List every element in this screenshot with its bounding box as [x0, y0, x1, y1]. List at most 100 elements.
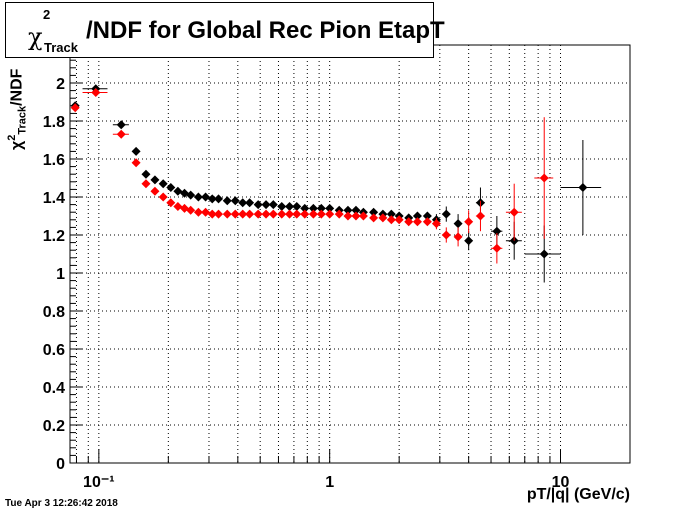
data-point: [351, 205, 361, 215]
data-point: [316, 203, 326, 213]
data-point: [441, 209, 451, 219]
title-chi-subscript: Track: [44, 40, 78, 55]
data-point: [261, 209, 271, 219]
data-point: [334, 209, 344, 219]
chart-title: /NDF for Global Rec Pion EtapT: [86, 17, 445, 44]
data-point: [201, 207, 211, 217]
data-point: [131, 146, 141, 156]
data-point: [285, 202, 295, 211]
data-point: [201, 192, 211, 202]
data-point: [253, 200, 263, 210]
data-point: [173, 202, 183, 211]
data-point: [404, 217, 414, 227]
data-point: [539, 249, 549, 259]
y-tick-label: 0.4: [43, 380, 65, 397]
data-point: [539, 173, 549, 183]
chart-title-box: χ 2 Track /NDF for Global Rec Pion EtapT: [5, 2, 445, 58]
data-point: [386, 209, 396, 219]
data-point: [464, 236, 474, 246]
y-tick-label: 1.8: [43, 114, 65, 131]
data-point: [116, 129, 126, 139]
data-point: [141, 169, 151, 179]
chart-points: [70, 84, 602, 283]
data-point: [308, 203, 318, 213]
y-tick-label: 2: [56, 76, 65, 93]
data-point: [308, 209, 318, 219]
data-point: [316, 209, 326, 219]
y-tick-label: 1: [56, 266, 65, 283]
data-point: [207, 194, 217, 204]
x-axis-label: pT/|q| (GeV/c): [526, 486, 630, 503]
data-point: [325, 209, 335, 219]
data-point: [158, 179, 168, 189]
data-point: [91, 88, 101, 97]
data-point: [351, 211, 361, 221]
data-point: [245, 209, 255, 219]
data-point: [238, 209, 248, 219]
data-point: [285, 209, 295, 219]
title-chi-symbol: χ: [28, 23, 43, 51]
data-point: [578, 183, 588, 192]
data-point: [193, 207, 203, 217]
data-point: [214, 209, 224, 219]
data-point: [292, 209, 302, 219]
data-point: [141, 179, 151, 189]
data-point: [343, 205, 353, 215]
data-point: [253, 209, 263, 219]
y-tick-label: 0.8: [43, 304, 65, 321]
data-point: [70, 103, 80, 113]
y-tick-label: 1.6: [43, 152, 65, 169]
x-tick-label: 10⁻¹: [83, 474, 115, 491]
data-point: [116, 120, 126, 130]
y-label-sup: 2: [6, 134, 18, 141]
data-point: [166, 183, 176, 192]
data-point: [207, 209, 217, 219]
data-point: [394, 215, 404, 225]
data-point: [475, 211, 485, 221]
data-point: [277, 209, 287, 219]
series-0: [70, 84, 602, 283]
data-point: [325, 203, 335, 213]
data-point: [277, 202, 287, 211]
y-tick-label: 1.4: [43, 190, 65, 207]
data-point: [300, 203, 310, 213]
data-point: [238, 198, 248, 208]
data-point: [292, 202, 302, 211]
series-1: [70, 88, 554, 264]
data-point: [464, 217, 474, 227]
data-point: [261, 200, 271, 210]
data-point: [431, 219, 441, 229]
data-point: [343, 211, 353, 221]
data-point: [412, 217, 422, 227]
timestamp: Tue Apr 3 12:26:42 2018: [5, 498, 118, 509]
data-point: [150, 186, 160, 196]
data-point: [150, 175, 160, 185]
data-point: [230, 209, 240, 219]
data-point: [358, 211, 368, 221]
x-tick-label: 10: [552, 474, 570, 491]
data-point: [230, 196, 240, 206]
y-tick-label: 1.2: [43, 228, 65, 245]
data-point: [222, 196, 232, 206]
data-point: [453, 219, 463, 229]
data-point: [441, 230, 451, 240]
data-point: [186, 205, 196, 215]
data-point: [268, 209, 278, 219]
data-point: [369, 207, 379, 217]
data-point: [193, 192, 203, 202]
data-point: [245, 198, 255, 208]
data-point: [173, 186, 183, 196]
x-tick-label: 1: [325, 474, 334, 491]
y-label-sub: Track: [16, 105, 29, 135]
data-point: [214, 194, 224, 204]
data-point: [412, 211, 422, 221]
data-point: [492, 226, 502, 236]
y-label-rest: /NDF: [8, 68, 26, 106]
data-point: [222, 209, 232, 219]
y-label-symbol: χ: [8, 140, 26, 150]
y-tick-label: 0: [56, 456, 65, 473]
y-tick-label: 0.6: [43, 342, 65, 359]
data-point: [369, 213, 379, 223]
data-point: [422, 211, 432, 221]
